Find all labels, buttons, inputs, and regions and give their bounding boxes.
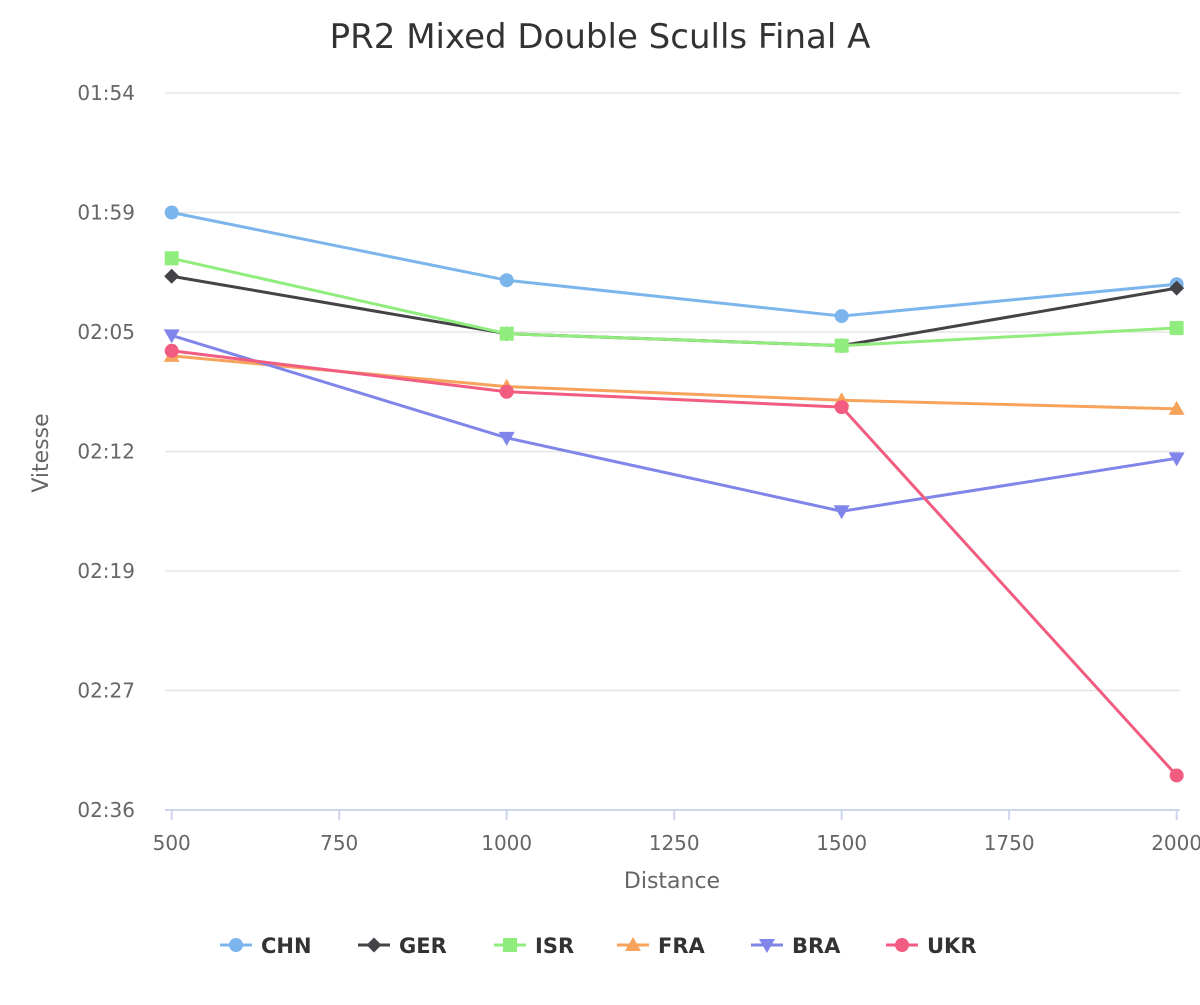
legend: CHN GER ISR FRA BRA UKR (220, 934, 977, 958)
legend-item-bra[interactable]: BRA (751, 934, 841, 958)
data-point-bra[interactable] (833, 505, 850, 520)
data-point-isr[interactable] (834, 338, 849, 353)
data-point-chn[interactable] (834, 309, 849, 324)
data-point-bra[interactable] (1168, 452, 1185, 467)
data-point-ukr[interactable] (164, 343, 179, 358)
legend-symbol[interactable] (503, 938, 517, 952)
legend-symbol[interactable] (895, 938, 909, 952)
series-bra[interactable] (163, 329, 1185, 520)
legend-label: UKR (927, 934, 977, 958)
x-tick-label: 1000 (481, 831, 532, 855)
data-point-ukr[interactable] (1169, 768, 1184, 783)
legend-label: CHN (261, 934, 312, 958)
x-tick-label: 1250 (649, 831, 700, 855)
axes: 01:54 01:59 02:05 02:12 02:19 02:27 02:36 500 75… (77, 81, 1200, 855)
y-tick-label: 01:54 (77, 81, 135, 105)
legend-item-ger[interactable]: GER (358, 934, 447, 958)
series-isr[interactable] (164, 251, 1184, 353)
data-point-ukr[interactable] (834, 400, 849, 415)
data-point-fra[interactable] (1168, 400, 1185, 415)
data-point-chn[interactable] (164, 205, 179, 220)
series-line-bra[interactable] (170, 333, 1179, 513)
y-tick-label: 02:27 (77, 679, 135, 703)
series-lines (163, 205, 1185, 783)
grid-lines (165, 92, 1180, 692)
legend-label: BRA (792, 934, 841, 958)
series-chn[interactable] (164, 205, 1184, 324)
data-point-bra[interactable] (163, 329, 180, 344)
x-tick-label: 2000 (1151, 831, 1200, 855)
chart-title: PR2 Mixed Double Sculls Final A (330, 17, 871, 57)
legend-item-isr[interactable]: ISR (494, 934, 574, 958)
legend-symbol[interactable] (229, 938, 243, 952)
x-axis-title: Distance (624, 869, 720, 894)
x-tick-label: 1500 (816, 831, 867, 855)
legend-label: ISR (535, 934, 574, 958)
series-ukr[interactable] (164, 343, 1184, 783)
y-tick-label: 02:36 (77, 798, 135, 822)
data-point-isr[interactable] (1169, 321, 1184, 336)
y-tick-label: 02:05 (77, 320, 135, 344)
data-point-ger[interactable] (1169, 280, 1185, 296)
legend-item-fra[interactable]: FRA (617, 934, 706, 958)
data-point-isr[interactable] (499, 326, 514, 341)
series-line-ukr[interactable] (170, 349, 1179, 777)
legend-symbol[interactable] (759, 939, 775, 953)
legend-symbol[interactable] (366, 937, 382, 953)
x-tick-label: 750 (320, 831, 358, 855)
x-tick-label: 500 (153, 831, 191, 855)
series-line-chn[interactable] (170, 211, 1179, 318)
legend-label: FRA (658, 934, 706, 958)
y-tick-label: 02:19 (77, 559, 135, 583)
legend-item-ukr[interactable]: UKR (886, 934, 977, 958)
legend-label: GER (399, 934, 447, 958)
data-point-ger[interactable] (164, 268, 180, 284)
legend-item-chn[interactable]: CHN (220, 934, 312, 958)
data-point-bra[interactable] (498, 431, 515, 446)
data-point-isr[interactable] (164, 251, 179, 266)
y-tick-label: 02:12 (77, 440, 135, 464)
data-point-ukr[interactable] (499, 384, 514, 399)
y-axis-title: Vitesse (29, 413, 54, 492)
x-tick-label: 1750 (984, 831, 1035, 855)
data-point-chn[interactable] (499, 273, 514, 288)
series-line-isr[interactable] (170, 256, 1179, 348)
y-tick-label: 01:59 (77, 201, 135, 225)
legend-symbol[interactable] (625, 937, 641, 951)
